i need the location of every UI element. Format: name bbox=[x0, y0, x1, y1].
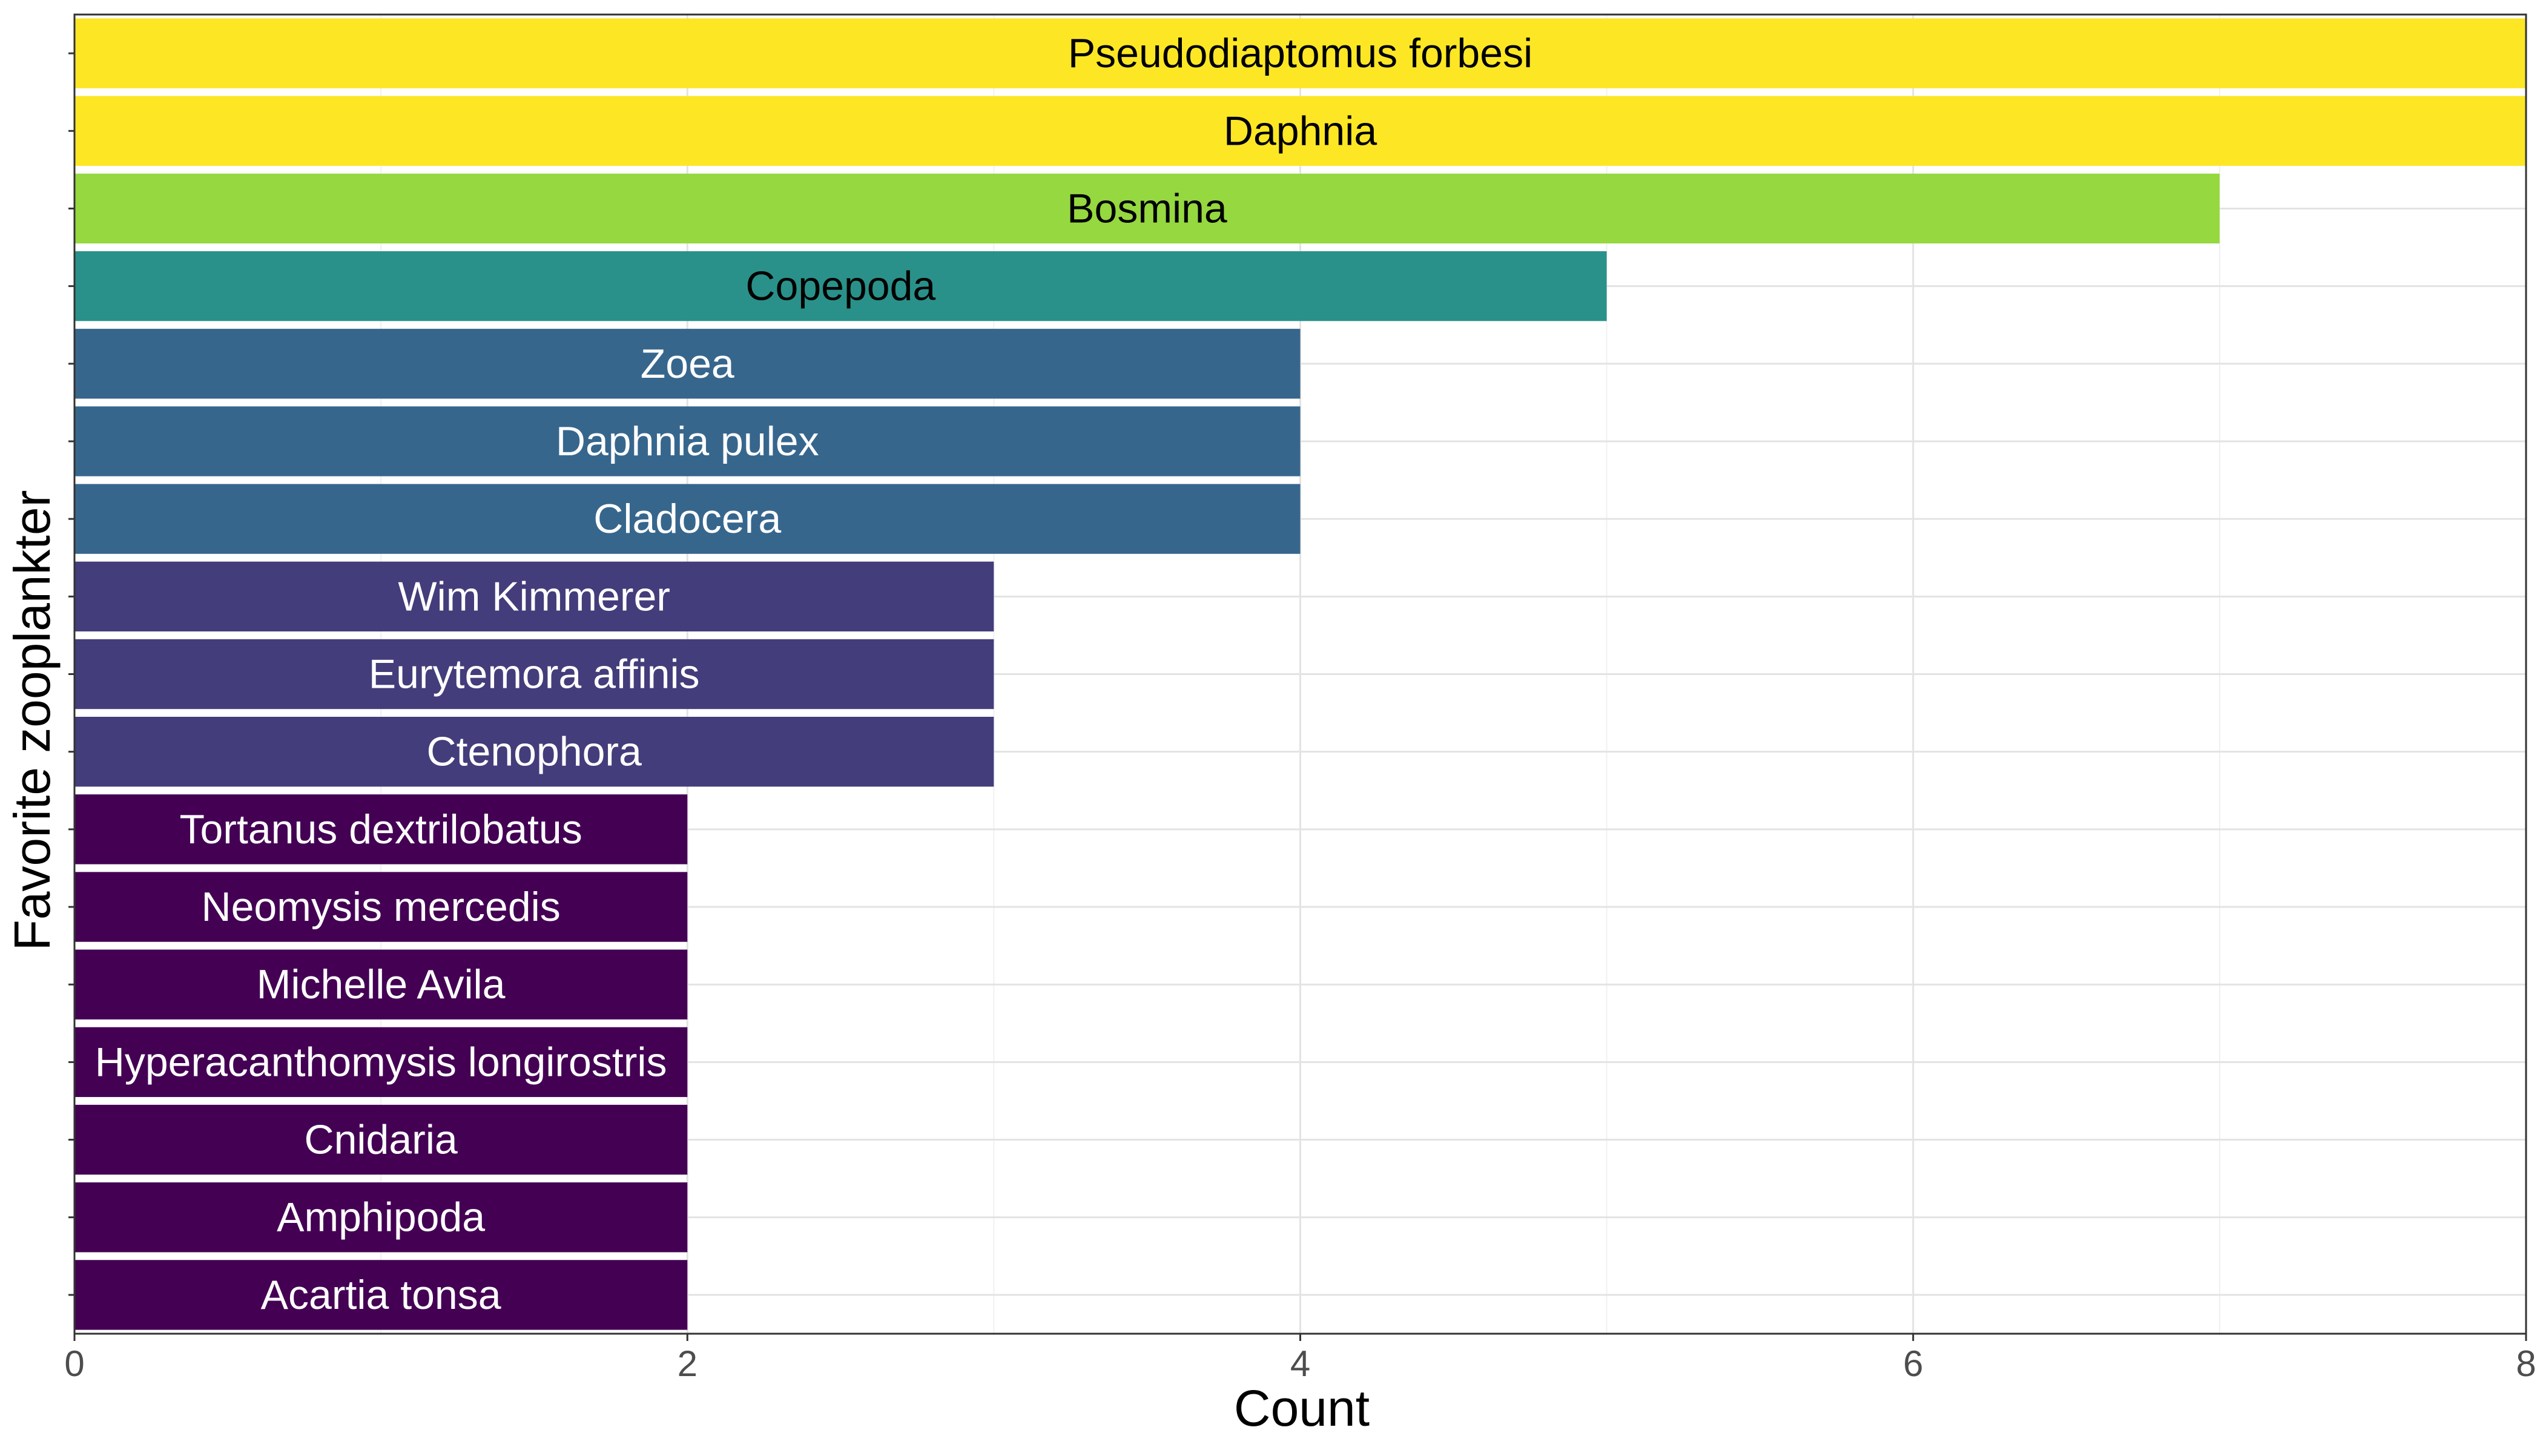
bar bbox=[74, 716, 994, 787]
axis-layer: 0 2 4 6 8 bbox=[64, 13, 2536, 1384]
bar bbox=[74, 406, 1301, 476]
bar-label: Ctenophora bbox=[427, 729, 642, 775]
bar bbox=[74, 484, 1301, 554]
y-axis-title: Favorite zooplankter bbox=[4, 490, 61, 950]
bar bbox=[74, 329, 1301, 399]
x-tick-label: 4 bbox=[1290, 1343, 1310, 1384]
bar bbox=[74, 18, 2526, 88]
bar bbox=[74, 173, 2220, 244]
bar bbox=[74, 949, 688, 1020]
bar-label: Amphipoda bbox=[277, 1194, 485, 1240]
bar-label: Cladocera bbox=[593, 496, 781, 542]
bar-label: Daphnia bbox=[1224, 108, 1377, 154]
bar-label: Pseudodiaptomus forbesi bbox=[1068, 30, 1532, 76]
bar-label: Daphnia pulex bbox=[556, 418, 819, 464]
bar-label: Neomysis mercedis bbox=[202, 884, 561, 930]
bar bbox=[74, 1260, 688, 1330]
bar-label: Cnidaria bbox=[305, 1117, 458, 1163]
bar-label: Acartia tonsa bbox=[261, 1272, 501, 1318]
bar-layer: Pseudodiaptomus forbesi Daphnia Bosmina Cop… bbox=[74, 18, 2526, 1330]
bar bbox=[74, 794, 688, 865]
bar bbox=[74, 251, 1607, 321]
x-tick-label: 0 bbox=[64, 1343, 84, 1384]
bar bbox=[74, 96, 2526, 166]
bar-label: Bosmina bbox=[1067, 185, 1227, 231]
bar-label: Michelle Avila bbox=[257, 961, 506, 1007]
bar bbox=[74, 1182, 688, 1253]
bar-label: Copepoda bbox=[745, 263, 935, 309]
bar-label: Wim Kimmerer bbox=[398, 573, 670, 619]
x-tick-label: 2 bbox=[678, 1343, 698, 1384]
bar-label: Eurytemora affinis bbox=[369, 651, 700, 697]
bar-label: Zoea bbox=[641, 341, 734, 387]
bar-label: Hyperacanthomysis longirostris bbox=[95, 1039, 667, 1085]
x-axis-title: Count bbox=[1234, 1380, 1370, 1437]
bar bbox=[74, 561, 994, 632]
bar-label: Tortanus dextrilobatus bbox=[179, 806, 582, 852]
bar bbox=[74, 1027, 688, 1098]
x-tick-label: 8 bbox=[2516, 1343, 2536, 1384]
bar bbox=[74, 1104, 688, 1175]
bar bbox=[74, 872, 688, 942]
bar bbox=[74, 639, 994, 710]
x-tick-label: 6 bbox=[1903, 1343, 1923, 1384]
